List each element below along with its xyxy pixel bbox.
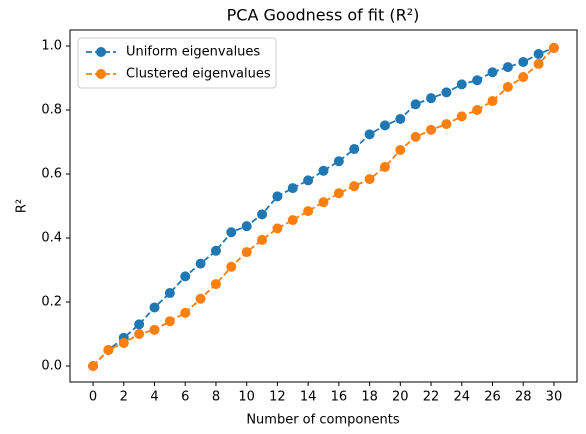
point <box>487 96 498 107</box>
point <box>518 72 529 83</box>
point <box>441 119 452 130</box>
point <box>272 223 283 234</box>
point <box>303 206 314 217</box>
point <box>149 324 160 335</box>
point <box>518 57 529 67</box>
point <box>272 191 283 202</box>
point <box>487 67 498 78</box>
point <box>88 361 99 371</box>
point <box>118 337 129 348</box>
point <box>241 221 252 232</box>
y-axis-label: R² <box>15 199 30 213</box>
point <box>303 175 314 186</box>
point <box>318 197 329 208</box>
x-tick-label: 24 <box>453 390 470 405</box>
point <box>226 227 237 238</box>
point <box>318 165 329 176</box>
point <box>349 144 360 155</box>
y-tick-label: 1.0 <box>41 39 62 54</box>
x-tick-label: 16 <box>331 390 348 405</box>
point <box>364 129 375 140</box>
plot-frame <box>69 29 578 383</box>
x-tick-label: 14 <box>300 390 317 405</box>
point <box>379 161 390 172</box>
point <box>426 124 437 135</box>
legend-marker <box>96 47 106 57</box>
legend-label: Clustered eigenvalues <box>126 67 271 82</box>
point <box>395 145 406 155</box>
point <box>426 93 437 104</box>
x-tick-label: 30 <box>546 390 563 405</box>
legend-box <box>77 37 277 89</box>
point <box>257 234 268 245</box>
point <box>472 105 483 115</box>
point <box>210 245 221 256</box>
x-tick-label: 4 <box>150 390 158 405</box>
point <box>195 293 206 304</box>
legend-marker <box>96 69 106 79</box>
point <box>456 111 467 122</box>
point <box>333 156 344 167</box>
x-tick-label: 10 <box>238 390 255 405</box>
y-tick-label: 0.2 <box>41 295 62 310</box>
x-tick-label: 20 <box>392 390 409 405</box>
point <box>164 316 175 327</box>
point <box>333 188 344 199</box>
point <box>164 288 175 299</box>
x-tick-label: 2 <box>120 390 128 405</box>
point <box>226 261 237 272</box>
point <box>364 174 375 185</box>
x-tick-label: 28 <box>515 390 532 405</box>
x-tick-label: 0 <box>89 390 97 405</box>
point <box>134 319 145 330</box>
point <box>287 183 298 194</box>
point <box>395 113 406 124</box>
point <box>195 258 206 269</box>
x-tick-label: 8 <box>212 390 220 405</box>
x-axis-label: Number of components <box>246 413 400 428</box>
y-tick-label: 0.0 <box>41 359 62 374</box>
point <box>441 87 452 98</box>
point <box>257 209 268 220</box>
point <box>349 181 360 192</box>
point <box>410 131 421 142</box>
point <box>149 302 160 313</box>
point <box>472 75 483 86</box>
point <box>533 58 544 69</box>
point <box>103 345 114 355</box>
point <box>180 307 191 318</box>
legend-label: Uniform eigenvalues <box>126 45 260 60</box>
point <box>210 279 221 290</box>
x-tick-label: 26 <box>484 390 501 405</box>
point <box>410 99 421 110</box>
point <box>241 247 252 258</box>
x-tick-label: 6 <box>181 390 189 405</box>
x-tick-label: 12 <box>269 390 286 405</box>
x-tick-label: 18 <box>361 390 378 405</box>
y-tick-label: 0.4 <box>41 231 62 246</box>
y-tick-label: 0.8 <box>41 103 62 118</box>
point <box>502 62 513 73</box>
point <box>456 79 467 90</box>
point <box>134 329 145 339</box>
x-tick-label: 22 <box>423 390 440 405</box>
point <box>548 42 559 53</box>
point <box>533 49 544 59</box>
point <box>287 215 298 226</box>
chart-title: PCA Goodness of fit (R²) <box>227 6 420 25</box>
point <box>180 271 191 282</box>
point <box>379 120 390 131</box>
point <box>502 81 513 92</box>
y-tick-label: 0.6 <box>41 167 62 182</box>
